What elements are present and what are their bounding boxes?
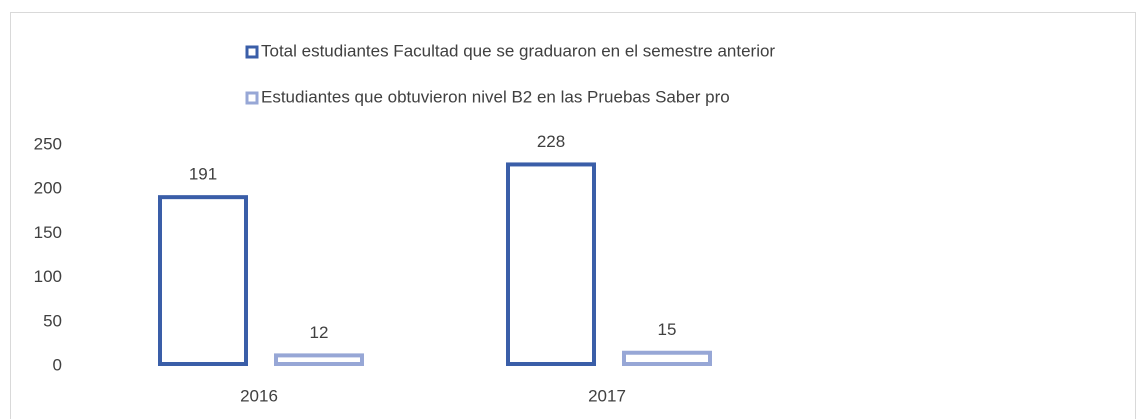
value-label: 12 [310, 323, 329, 342]
value-label: 228 [537, 132, 565, 151]
y-tick-label: 100 [34, 267, 62, 286]
y-tick-label: 0 [53, 355, 62, 374]
y-tick-label: 200 [34, 179, 62, 198]
y-tick-label: 250 [34, 134, 62, 153]
x-tick-label: 2017 [588, 386, 626, 405]
value-label: 15 [658, 320, 677, 339]
bar [622, 350, 712, 366]
y-tick-label: 50 [43, 311, 62, 330]
bar [506, 162, 596, 366]
legend-marker [245, 91, 259, 105]
y-tick-label: 150 [34, 223, 62, 242]
x-tick-label: 2016 [240, 386, 278, 405]
legend-label: Total estudiantes Facultad que se gradua… [261, 41, 775, 60]
bar [158, 195, 248, 366]
legend-marker [245, 45, 259, 59]
value-label: 191 [189, 165, 217, 184]
bar [274, 353, 364, 366]
legend-label: Estudiantes que obtuvieron nivel B2 en l… [261, 87, 730, 106]
